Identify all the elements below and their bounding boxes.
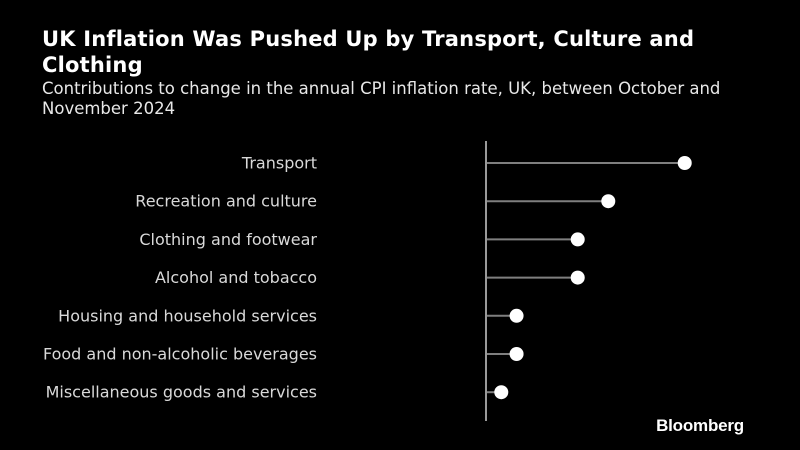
lollipop-marker [509,308,524,323]
bloomberg-logo: Bloomberg [656,416,744,435]
category-label: Miscellaneous goods and services [46,383,317,402]
category-label: Transport [241,154,317,173]
category-labels: Transport Recreation and culture Clothing … [43,154,317,402]
chart-subtitle: Contributions to change in the annual CP… [42,79,721,118]
chart-title: UK Inflation Was Pushed Up by Transport,… [42,27,695,77]
stems [486,162,685,394]
lollipop-marker [494,385,509,400]
category-label: Alcohol and tobacco [155,268,317,287]
lollipop-marker [509,347,524,361]
lollipop-marker [601,194,616,209]
lollipop-marker [677,156,692,170]
lollipop-marker [570,232,585,247]
category-label: Food and non-alcoholic beverages [43,345,317,364]
markers [494,156,692,400]
category-label: Recreation and culture [135,192,317,211]
category-label: Clothing and footwear [139,230,317,249]
category-label: Housing and household services [58,306,317,325]
lollipop-marker [570,270,585,285]
